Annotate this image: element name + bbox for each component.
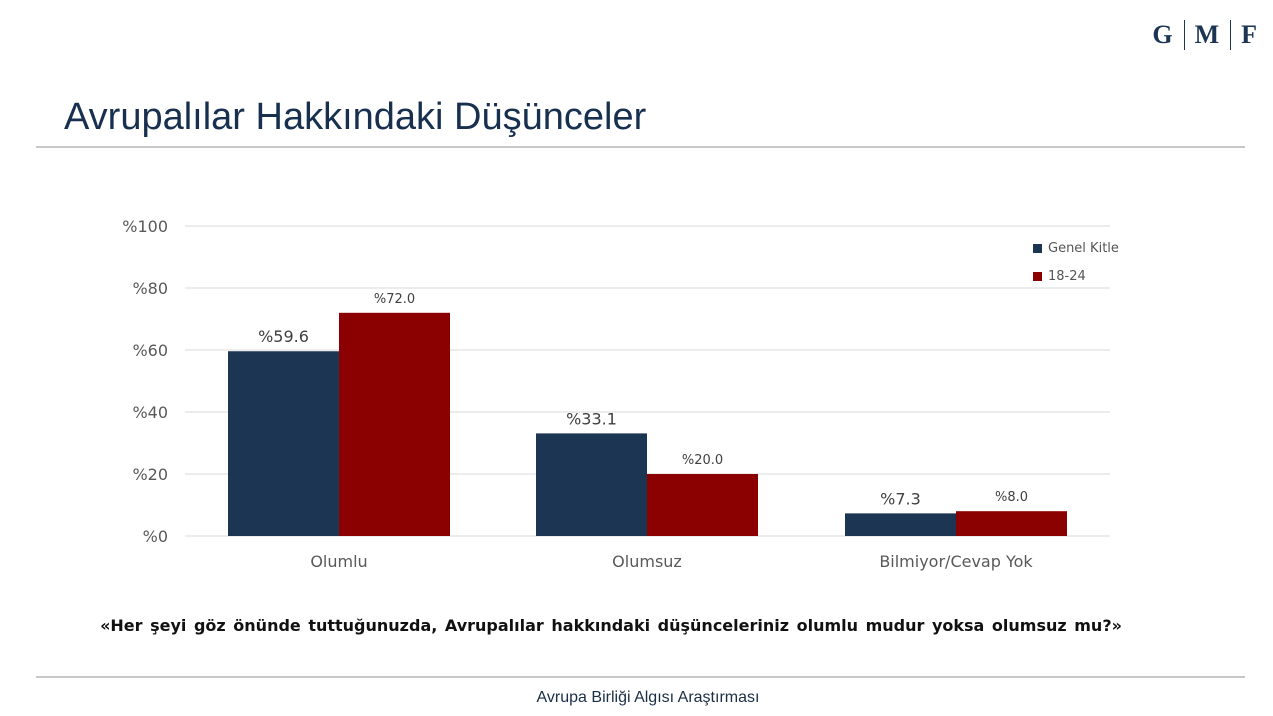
y-tick-label: %0 bbox=[143, 527, 168, 546]
bar-18-24 bbox=[956, 511, 1067, 536]
title-divider bbox=[36, 146, 1245, 148]
bar-genel-kitle bbox=[536, 433, 647, 536]
legend-label-genel-kitle: Genel Kitle bbox=[1048, 240, 1119, 256]
legend-label-18-24: 18-24 bbox=[1048, 268, 1086, 284]
y-tick-label: %80 bbox=[132, 279, 168, 298]
legend-item-genel-kitle: Genel Kitle bbox=[1033, 234, 1119, 262]
logo-separator bbox=[1183, 20, 1185, 50]
legend-swatch-genel-kitle bbox=[1033, 243, 1042, 253]
bar-18-24 bbox=[647, 474, 758, 536]
footer-text: Avrupa Birliği Algısı Araştırması bbox=[536, 689, 760, 706]
data-label: %72.0 bbox=[374, 292, 415, 307]
x-category-label: Olumlu bbox=[310, 552, 367, 571]
logo-letter-f: F bbox=[1241, 20, 1258, 49]
logo-letter-g: G bbox=[1152, 20, 1174, 49]
y-tick-label: %20 bbox=[132, 465, 168, 484]
x-category-label: Bilmiyor/Cevap Yok bbox=[879, 552, 1033, 571]
data-label: %59.6 bbox=[258, 327, 309, 346]
bar-18-24 bbox=[339, 312, 450, 536]
logo-letter-m: M bbox=[1194, 20, 1221, 49]
page-title: Avrupalılar Hakkındaki Düşünceler bbox=[64, 96, 647, 138]
footer-divider bbox=[36, 676, 1245, 678]
bar-genel-kitle bbox=[845, 513, 956, 536]
legend-item-18-24: 18-24 bbox=[1033, 262, 1119, 290]
survey-question: «Her şeyi göz önünde tuttuğunuzda, Avrup… bbox=[100, 616, 1122, 635]
logo-separator bbox=[1230, 20, 1232, 50]
y-tick-label: %60 bbox=[132, 341, 168, 360]
data-label: %8.0 bbox=[995, 490, 1028, 505]
bar-genel-kitle bbox=[228, 351, 339, 536]
data-label: %20.0 bbox=[682, 453, 723, 468]
y-tick-label: %100 bbox=[122, 217, 168, 236]
x-category-label: Olumsuz bbox=[612, 552, 682, 571]
chart-legend: Genel Kitle 18-24 bbox=[1033, 234, 1119, 290]
data-label: %33.1 bbox=[566, 409, 617, 428]
legend-swatch-18-24 bbox=[1033, 271, 1042, 281]
data-label: %7.3 bbox=[880, 489, 921, 508]
y-tick-label: %40 bbox=[132, 403, 168, 422]
gmf-logo: G M F bbox=[1152, 20, 1258, 50]
